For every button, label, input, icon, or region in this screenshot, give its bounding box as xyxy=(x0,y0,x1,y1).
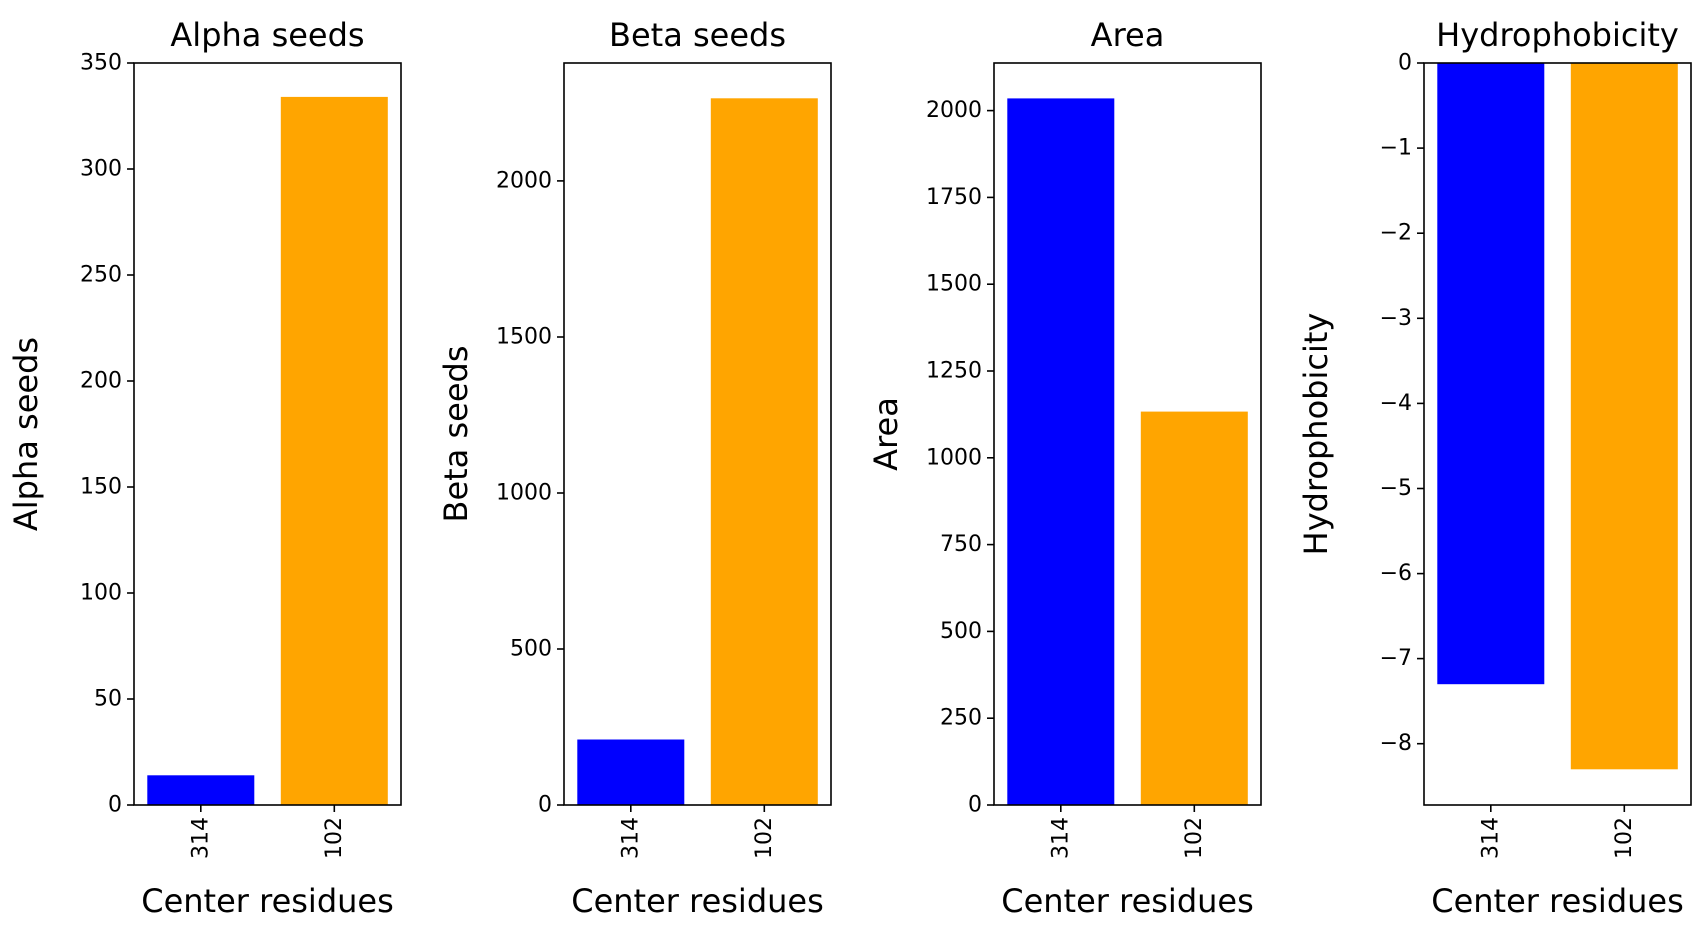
x-tick-label: 102 xyxy=(1612,817,1637,859)
axes-frame xyxy=(1423,62,1692,806)
chart-title: Area xyxy=(1091,16,1165,54)
y-tick-label: 0 xyxy=(1398,51,1412,76)
bar-314 xyxy=(1007,98,1115,805)
axes-frame xyxy=(133,62,402,806)
x-tick-label: 102 xyxy=(752,817,777,859)
bar-102 xyxy=(1570,63,1678,770)
x-tick-label: 314 xyxy=(188,817,213,859)
y-tick-label: 750 xyxy=(940,532,982,557)
y-tick-label: −6 xyxy=(1380,561,1412,586)
y-tick-label: 0 xyxy=(538,793,552,818)
bar-102 xyxy=(710,98,818,806)
y-tick-label: −8 xyxy=(1380,731,1412,756)
y-tick-label: 0 xyxy=(968,793,982,818)
x-axis-label: Center residues xyxy=(571,882,824,920)
y-tick-label: 2000 xyxy=(496,168,552,193)
bar-314 xyxy=(147,775,255,805)
bar-102 xyxy=(280,96,388,805)
y-tick-label: 1500 xyxy=(926,272,982,297)
axes-frame xyxy=(993,62,1262,806)
y-tick-label: 100 xyxy=(80,581,122,606)
y-tick-label: 300 xyxy=(80,157,122,182)
y-tick-label: 2000 xyxy=(926,98,982,123)
y-tick-label: 0 xyxy=(108,793,122,818)
y-tick-label: 150 xyxy=(80,475,122,500)
y-tick-label: −1 xyxy=(1380,136,1412,161)
axes-frame xyxy=(563,62,832,806)
x-tick-label: 314 xyxy=(1048,817,1073,859)
y-tick-label: 1000 xyxy=(926,445,982,470)
y-tick-label: 500 xyxy=(940,619,982,644)
y-tick-label: 1750 xyxy=(926,185,982,210)
x-axis-label: Center residues xyxy=(1431,882,1684,920)
y-axis-label: Beta seeds xyxy=(437,346,475,523)
y-tick-label: 250 xyxy=(940,706,982,731)
y-tick-label: 1500 xyxy=(496,325,552,350)
x-tick-label: 314 xyxy=(618,817,643,859)
y-tick-label: −5 xyxy=(1380,476,1412,501)
x-axis-label: Center residues xyxy=(141,882,394,920)
y-tick-label: 1000 xyxy=(496,481,552,506)
y-tick-label: 350 xyxy=(80,51,122,76)
y-axis-label: Alpha seeds xyxy=(7,337,45,531)
x-axis-label: Center residues xyxy=(1001,882,1254,920)
x-tick-label: 314 xyxy=(1478,817,1503,859)
y-tick-label: −4 xyxy=(1380,391,1412,416)
chart-title: Hydrophobicity xyxy=(1436,16,1679,54)
bar-314 xyxy=(1437,63,1545,685)
bar-102 xyxy=(1140,411,1248,805)
chart-panel-4: 0 −1 −2 −3 −4 −5 −6 −7 −8 314 102 Hydrophobicity Cen… xyxy=(1297,16,1692,920)
y-tick-label: 1250 xyxy=(926,359,982,384)
y-tick-label: 500 xyxy=(510,637,552,662)
bar-314 xyxy=(577,739,685,805)
y-tick-label: −2 xyxy=(1380,221,1412,246)
x-tick-label: 102 xyxy=(1182,817,1207,859)
chart-panel-1: 0 50 100 150 200 250 300 350 314 102 Alpha seeds Ce… xyxy=(7,16,402,920)
y-tick-label: 50 xyxy=(94,687,122,712)
y-axis-label: Area xyxy=(867,397,905,471)
y-tick-label: 250 xyxy=(80,263,122,288)
y-tick-label: 200 xyxy=(80,369,122,394)
chart-panel-2: 0 500 1000 1500 2000 314 102 Beta seeds Center r… xyxy=(437,16,832,920)
y-axis-label: Hydrophobicity xyxy=(1297,313,1335,556)
chart-title: Beta seeds xyxy=(609,16,786,54)
y-tick-label: −7 xyxy=(1380,646,1412,671)
x-tick-label: 102 xyxy=(322,817,347,859)
y-tick-label: −3 xyxy=(1380,306,1412,331)
chart-title: Alpha seeds xyxy=(170,16,364,54)
chart-panel-3: 0 250 500 750 1000 1250 1500 1750 2000 314 102 Area… xyxy=(867,16,1262,920)
